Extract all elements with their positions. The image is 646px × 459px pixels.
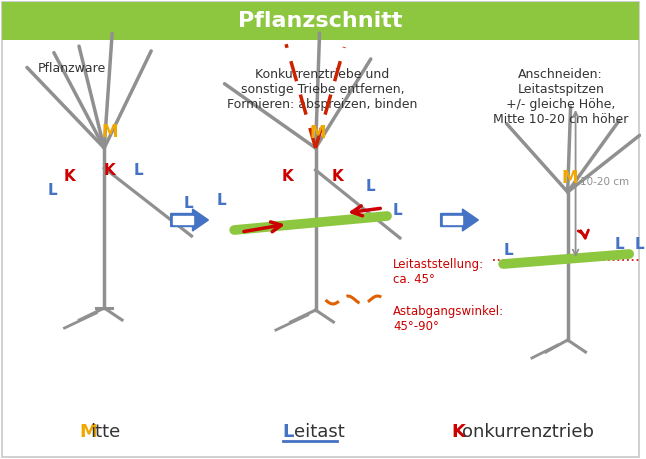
Text: Astabgangswinkel:
45°-90°: Astabgangswinkel: 45°-90° (393, 305, 504, 333)
Text: L: L (134, 162, 144, 178)
Text: K: K (331, 168, 343, 184)
Text: M: M (309, 124, 326, 142)
Polygon shape (171, 209, 209, 231)
Text: itte: itte (90, 423, 121, 441)
Polygon shape (173, 216, 193, 224)
Text: Leitaststellung:
ca. 45°: Leitaststellung: ca. 45° (393, 258, 484, 286)
Text: Konkurrenztriebe und
sonstige Triebe entfernen,
Formieren: abspreizen, binden: Konkurrenztriebe und sonstige Triebe ent… (227, 68, 418, 111)
Text: L: L (183, 196, 193, 211)
Text: Anschneiden:
Leitastspitzen
+/- gleiche Höhe,
Mitte 10-20 cm höher: Anschneiden: Leitastspitzen +/- gleiche … (493, 68, 629, 126)
Text: 10-20 cm: 10-20 cm (579, 177, 629, 186)
Text: K: K (103, 162, 115, 178)
Text: M: M (79, 423, 98, 441)
Text: M: M (561, 169, 578, 187)
Text: Pflanzschnitt: Pflanzschnitt (238, 11, 403, 31)
Text: L: L (634, 236, 644, 252)
Text: L: L (216, 192, 226, 207)
FancyBboxPatch shape (2, 2, 639, 40)
Polygon shape (443, 216, 463, 224)
Text: L: L (48, 183, 57, 197)
Text: M: M (102, 123, 118, 141)
Text: eitast: eitast (294, 423, 344, 441)
Text: L: L (366, 179, 375, 194)
Text: K: K (63, 168, 76, 184)
Polygon shape (441, 209, 478, 231)
Text: onkurrenztrieb: onkurrenztrieb (463, 423, 594, 441)
Text: Pflanzware: Pflanzware (37, 62, 105, 74)
Text: L: L (392, 202, 402, 218)
Text: K: K (282, 168, 294, 184)
Text: L: L (503, 242, 513, 257)
Text: L: L (614, 236, 624, 252)
Text: K: K (452, 423, 465, 441)
FancyBboxPatch shape (2, 2, 639, 457)
Text: L: L (283, 423, 294, 441)
